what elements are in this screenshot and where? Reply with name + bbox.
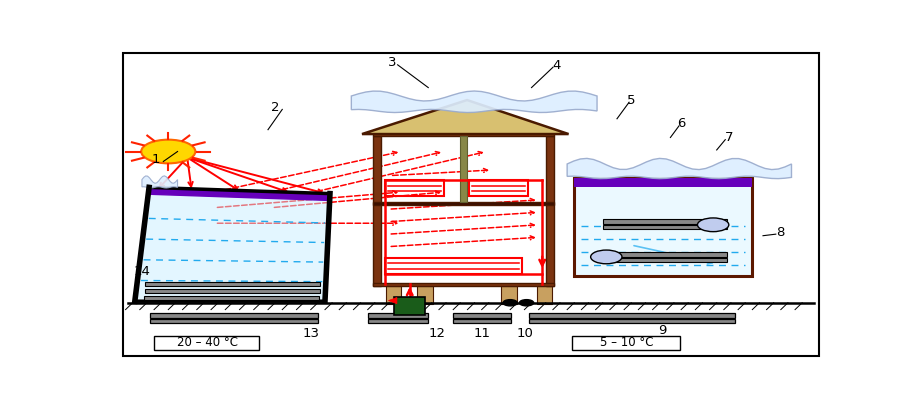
Text: 5 – 10 °C: 5 – 10 °C xyxy=(599,336,653,349)
Text: 14: 14 xyxy=(133,265,151,278)
Bar xyxy=(573,335,680,350)
Bar xyxy=(368,319,428,323)
Bar xyxy=(386,286,402,304)
Text: 12: 12 xyxy=(429,328,446,341)
Bar xyxy=(453,313,511,318)
Polygon shape xyxy=(389,297,397,304)
Bar xyxy=(144,289,320,293)
Text: 5: 5 xyxy=(627,94,635,107)
Polygon shape xyxy=(149,188,330,200)
Bar xyxy=(529,313,734,318)
Polygon shape xyxy=(567,158,791,179)
Bar xyxy=(145,282,320,286)
Text: 2: 2 xyxy=(271,101,279,114)
Text: 4: 4 xyxy=(552,59,561,72)
Text: 6: 6 xyxy=(677,117,686,130)
Polygon shape xyxy=(142,176,177,188)
Bar xyxy=(603,258,728,262)
Bar xyxy=(154,335,259,350)
Polygon shape xyxy=(362,100,569,134)
Bar xyxy=(460,136,467,202)
Bar xyxy=(385,258,522,274)
Text: 10: 10 xyxy=(516,328,534,341)
Text: 11: 11 xyxy=(473,328,490,341)
Bar xyxy=(453,319,511,323)
Bar xyxy=(574,178,753,188)
Text: 3: 3 xyxy=(389,56,397,69)
Text: 13: 13 xyxy=(302,328,319,341)
Bar xyxy=(151,313,318,318)
Bar xyxy=(373,283,554,286)
Bar xyxy=(151,319,318,323)
Bar xyxy=(574,178,753,276)
Bar xyxy=(501,286,516,304)
Bar xyxy=(603,219,728,224)
Bar xyxy=(368,313,428,318)
Bar xyxy=(394,297,425,315)
Bar xyxy=(373,202,554,205)
Circle shape xyxy=(503,300,517,306)
Circle shape xyxy=(142,140,196,163)
Text: 9: 9 xyxy=(658,324,666,337)
Bar xyxy=(373,134,554,136)
Circle shape xyxy=(591,250,622,264)
Polygon shape xyxy=(351,91,597,113)
Bar xyxy=(373,136,381,286)
Bar xyxy=(529,319,734,323)
Bar xyxy=(385,180,444,196)
Polygon shape xyxy=(135,194,330,300)
Bar xyxy=(537,286,552,304)
Text: 8: 8 xyxy=(777,226,785,239)
Bar xyxy=(470,180,528,196)
Bar xyxy=(546,136,554,286)
Circle shape xyxy=(519,300,534,306)
Bar xyxy=(603,225,728,230)
Circle shape xyxy=(698,218,729,232)
Bar xyxy=(603,252,728,257)
Text: 1: 1 xyxy=(152,153,161,166)
Bar xyxy=(143,296,320,300)
Text: 7: 7 xyxy=(724,131,733,144)
Bar xyxy=(417,286,433,304)
Bar xyxy=(575,188,751,276)
Text: 20 – 40 °C: 20 – 40 °C xyxy=(177,336,238,349)
